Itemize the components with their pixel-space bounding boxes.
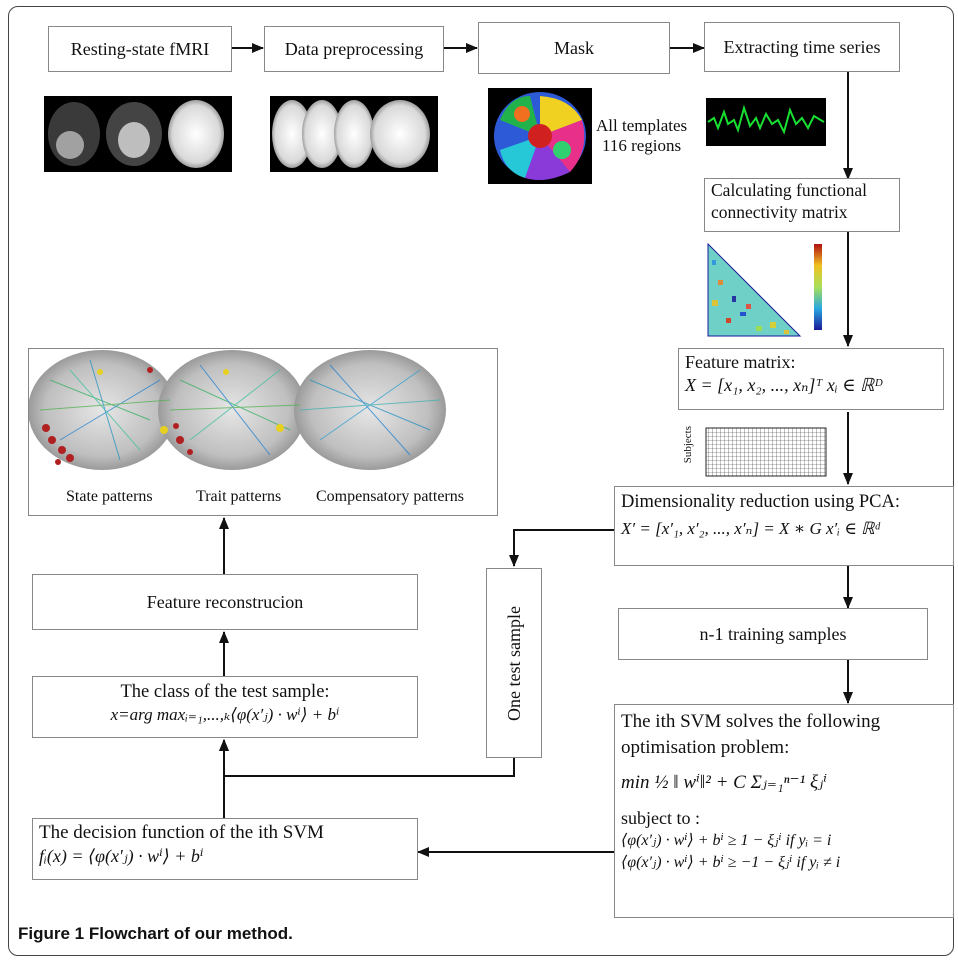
- preprocessing-images: [270, 96, 438, 172]
- trait-patterns-label: Trait patterns: [196, 488, 282, 505]
- figure-frame: [8, 6, 954, 956]
- connectivity-matrix-image: [707, 242, 822, 337]
- templates-line-1: All templates: [596, 116, 688, 135]
- svm-line-2: optimisation problem:: [621, 736, 790, 758]
- feature-matrix-equation: X = [x₁, x₂, ..., xₙ]ᵀ xᵢ ∈ ℝᴰ: [685, 374, 883, 395]
- feature-matrix-box: Feature matrix: X = [x₁, x₂, ..., xₙ]ᵀ x…: [678, 348, 944, 410]
- decision-box: The decision function of the ith SVM fᵢ(…: [32, 818, 418, 880]
- subjects-grid-image: [705, 427, 827, 477]
- pca-title: Dimensionality reduction using PCA:: [621, 492, 901, 512]
- templates-annotation: All templates 116 regions: [596, 116, 687, 155]
- training-box: n-1 training samples: [618, 608, 928, 660]
- svm-line-1: The ith SVM solves the following: [621, 711, 881, 732]
- svm-objective: min ½ ‖ wⁱ‖² + C Σⱼ₌₁ⁿ⁻¹ ξⱼⁱ: [621, 772, 827, 794]
- arrow-test-to-class: [219, 739, 515, 777]
- connectivity-line-2: connectivity matrix: [711, 201, 848, 222]
- mask-box: Mask: [478, 22, 670, 74]
- test-sample-label: One test sample: [503, 605, 524, 721]
- fmri-images: [44, 96, 232, 172]
- state-patterns-label: State patterns: [66, 488, 153, 505]
- svm-constraint-1: ⟨φ(x′ⱼ) · wⁱ⟩ + bⁱ ≥ 1 − ξⱼⁱ if yᵢ = i: [621, 832, 832, 850]
- figure-caption: Figure 1 Flowchart of our method.: [18, 924, 293, 943]
- class-title: The class of the test sample:: [120, 682, 330, 702]
- preprocessing-box: Data preprocessing: [264, 26, 444, 72]
- svm-constraint-2: ⟨φ(x′ⱼ) · wⁱ⟩ + bⁱ ≥ −1 − ξⱼⁱ if yᵢ ≠ i: [621, 853, 841, 871]
- pca-equation: X′ = [x′₁, x′₂, ..., x′ₙ] = X ∗ G x′ᵢ ∈ …: [621, 519, 880, 539]
- pca-box: Dimensionality reduction using PCA: X′ =…: [614, 486, 954, 566]
- connectivity-line-1: Calculating functional: [711, 180, 867, 200]
- patterns-box: [28, 348, 498, 516]
- extract-label: Extracting time series: [723, 36, 881, 57]
- templates-line-2: 116 regions: [601, 135, 682, 155]
- decision-title: The decision function of the ith SVM: [39, 822, 324, 843]
- extract-box: Extracting time series: [704, 22, 900, 72]
- time-series-image: [706, 98, 826, 146]
- connectivity-box: Calculating functional connectivity matr…: [704, 178, 900, 232]
- mask-atlas-image: [488, 88, 592, 184]
- test-sample-box: One test sample: [486, 568, 542, 758]
- resting-fmri-label: Resting-state fMRI: [70, 38, 210, 59]
- reconstruction-box: Feature reconstrucion: [32, 574, 418, 630]
- reconstruction-label: Feature reconstrucion: [146, 591, 304, 612]
- class-box: The class of the test sample: x=arg maxᵢ…: [32, 676, 418, 738]
- mask-label: Mask: [554, 37, 594, 58]
- subjects-label: Subjects: [682, 426, 694, 464]
- compensatory-patterns-label: Compensatory patterns: [316, 488, 464, 505]
- arrow-pca-to-test: [509, 529, 614, 567]
- resting-fmri-box: Resting-state fMRI: [48, 26, 232, 72]
- training-label: n-1 training samples: [699, 623, 847, 644]
- class-equation: x=arg maxᵢ₌₁,...,ₖ⟨φ(x′ⱼ) · wⁱ⟩ + bⁱ: [110, 705, 340, 725]
- feature-matrix-title: Feature matrix:: [685, 352, 796, 372]
- preprocessing-label: Data preprocessing: [284, 38, 424, 59]
- svm-box: The ith SVM solves the following optimis…: [614, 704, 954, 918]
- brain-pattern-images: [28, 350, 446, 470]
- decision-equation: fᵢ(x) = ⟨φ(x′ⱼ) · wⁱ⟩ + bⁱ: [39, 845, 204, 866]
- svm-subject-to: subject to :: [621, 807, 700, 828]
